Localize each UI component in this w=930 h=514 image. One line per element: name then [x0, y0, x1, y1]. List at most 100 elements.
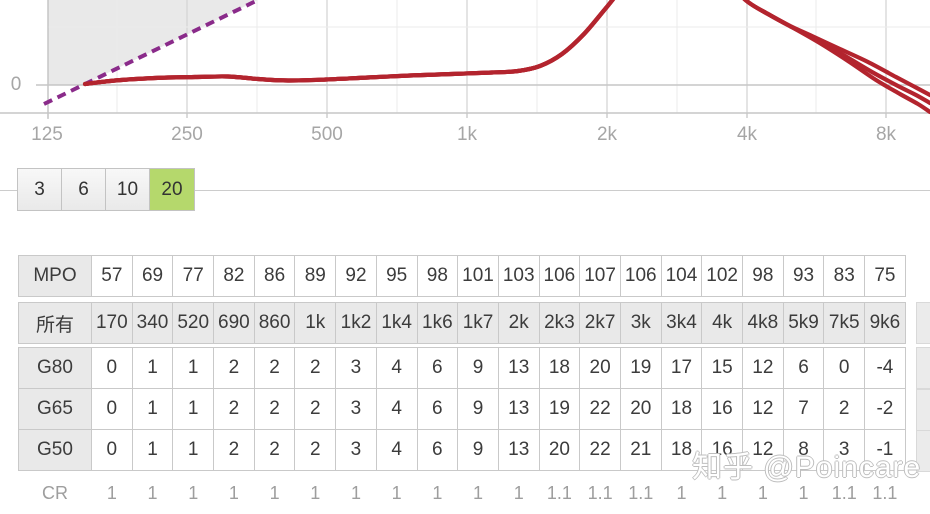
cell-G80-20[interactable]: -4: [864, 347, 906, 389]
cell-G50-9[interactable]: 6: [416, 429, 459, 471]
cell-G50-10[interactable]: 9: [457, 429, 499, 471]
cell-G80-10[interactable]: 9: [457, 347, 499, 389]
cell-CR-16: 1: [717, 482, 728, 503]
cell-CR-7: 1: [350, 482, 361, 503]
cell-MPO-19[interactable]: 83: [823, 255, 866, 297]
cell-G50-3[interactable]: 1: [172, 429, 215, 471]
cell-MPO-14[interactable]: 106: [619, 255, 662, 297]
cell-G50-2[interactable]: 1: [131, 429, 174, 471]
cell-MPO-18[interactable]: 93: [782, 255, 825, 297]
cell-CR-13: 1.1: [587, 482, 613, 503]
cell-G65-6[interactable]: 2: [294, 388, 337, 430]
cell-G80-2[interactable]: 1: [131, 347, 174, 389]
cell-G65-18[interactable]: 7: [782, 388, 825, 430]
cell-G80-12[interactable]: 18: [538, 347, 581, 389]
cell-G65-16[interactable]: 16: [701, 388, 743, 430]
cell-MPO-20[interactable]: 75: [864, 255, 906, 297]
cell-G50-20[interactable]: -1: [864, 429, 906, 471]
cell-G80-17[interactable]: 12: [742, 347, 784, 389]
cell-G80-15[interactable]: 17: [660, 347, 703, 389]
cell-MPO-16[interactable]: 102: [701, 255, 743, 297]
cell-MPO-11[interactable]: 103: [497, 255, 540, 297]
cell-G65-17[interactable]: 12: [742, 388, 784, 430]
cell-G50-1[interactable]: 0: [91, 429, 133, 471]
cell-G80-3[interactable]: 1: [172, 347, 215, 389]
cell-G50-6[interactable]: 2: [294, 429, 337, 471]
cell-G65-3[interactable]: 1: [172, 388, 215, 430]
cell-G65-2[interactable]: 1: [131, 388, 174, 430]
cell-CR-19: 1.1: [831, 482, 857, 503]
cell-G50-13[interactable]: 22: [579, 429, 621, 471]
cell-MPO-6[interactable]: 89: [294, 255, 337, 297]
cell-G65-9[interactable]: 6: [416, 388, 459, 430]
cell-MPO-17[interactable]: 98: [742, 255, 784, 297]
cell-MPO-1[interactable]: 57: [91, 255, 133, 297]
cell-G80-14[interactable]: 19: [619, 347, 662, 389]
cell-G65-19[interactable]: 2: [823, 388, 866, 430]
x-tick-label-8k: 8k: [875, 124, 897, 145]
cell-G80-6[interactable]: 2: [294, 347, 337, 389]
channels-button-3[interactable]: 3: [18, 169, 62, 210]
channels-button-6[interactable]: 6: [62, 169, 106, 210]
cell-MPO-9[interactable]: 98: [416, 255, 459, 297]
cell-G65-14[interactable]: 20: [619, 388, 662, 430]
cell-MPO-2[interactable]: 69: [131, 255, 174, 297]
cell-G80-9[interactable]: 6: [416, 347, 459, 389]
cell-G80-7[interactable]: 3: [335, 347, 377, 389]
channels-button-20[interactable]: 20: [150, 169, 194, 210]
cell-CR-14: 1.1: [628, 482, 654, 503]
cell-CR-15: 1: [676, 482, 687, 503]
cell-G80-19[interactable]: 0: [823, 347, 866, 389]
cell-G80-8[interactable]: 4: [375, 347, 418, 389]
channels-button-10[interactable]: 10: [106, 169, 150, 210]
cell-G80-4[interactable]: 2: [213, 347, 255, 389]
cell-MPO-3[interactable]: 77: [172, 255, 215, 297]
cell-G50-7[interactable]: 3: [335, 429, 377, 471]
watermark: 知乎 @Poincare: [692, 451, 922, 484]
cell-G50-16[interactable]: 16: [701, 429, 743, 471]
cell-G80-13[interactable]: 20: [579, 347, 621, 389]
cell-所有-1: 170: [91, 302, 133, 344]
cell-G65-4[interactable]: 2: [213, 388, 255, 430]
gain-table: MPO 57 69 77 82 86 89 92 95 98 101 103 106 107 106 104 1…: [18, 255, 906, 514]
channel-count-selector: 3 6 10 20: [17, 168, 195, 211]
cell-G50-15[interactable]: 18: [660, 429, 703, 471]
cell-G50-4[interactable]: 2: [213, 429, 255, 471]
cell-G50-11[interactable]: 13: [497, 429, 540, 471]
cell-MPO-13[interactable]: 107: [579, 255, 621, 297]
cell-所有-15: 3k4: [660, 302, 703, 344]
cell-G65-12[interactable]: 19: [538, 388, 581, 430]
cell-G65-10[interactable]: 9: [457, 388, 499, 430]
cell-CR-9: 1: [432, 482, 443, 503]
cell-G65-11[interactable]: 13: [497, 388, 540, 430]
x-tick-label-125: 125: [31, 124, 63, 145]
cell-G65-13[interactable]: 22: [579, 388, 621, 430]
cell-G80-11[interactable]: 13: [497, 347, 540, 389]
cell-G65-8[interactable]: 4: [375, 388, 418, 430]
cell-G65-5[interactable]: 2: [253, 388, 296, 430]
cell-MPO-15[interactable]: 104: [660, 255, 703, 297]
cell-G80-5[interactable]: 2: [253, 347, 296, 389]
table-continuation-fragment: [916, 389, 930, 431]
cell-MPO-4[interactable]: 82: [213, 255, 255, 297]
cell-所有-5: 860: [253, 302, 296, 344]
cell-G80-1[interactable]: 0: [91, 347, 133, 389]
cell-所有-4: 690: [213, 302, 255, 344]
cell-G50-5[interactable]: 2: [253, 429, 296, 471]
cell-G65-15[interactable]: 18: [660, 388, 703, 430]
cell-G65-20[interactable]: -2: [864, 388, 906, 430]
cell-MPO-10[interactable]: 101: [457, 255, 499, 297]
cell-G65-1[interactable]: 0: [91, 388, 133, 430]
cell-G50-14[interactable]: 21: [619, 429, 662, 471]
cell-所有-14: 3k: [619, 302, 662, 344]
cell-G80-16[interactable]: 15: [701, 347, 743, 389]
cell-G65-7[interactable]: 3: [335, 388, 377, 430]
cell-G50-19[interactable]: 3: [823, 429, 866, 471]
cell-MPO-12[interactable]: 106: [538, 255, 581, 297]
cell-G50-12[interactable]: 20: [538, 429, 581, 471]
cell-MPO-8[interactable]: 95: [375, 255, 418, 297]
cell-G50-8[interactable]: 4: [375, 429, 418, 471]
cell-G80-18[interactable]: 6: [782, 347, 825, 389]
cell-MPO-7[interactable]: 92: [335, 255, 377, 297]
cell-MPO-5[interactable]: 86: [253, 255, 296, 297]
